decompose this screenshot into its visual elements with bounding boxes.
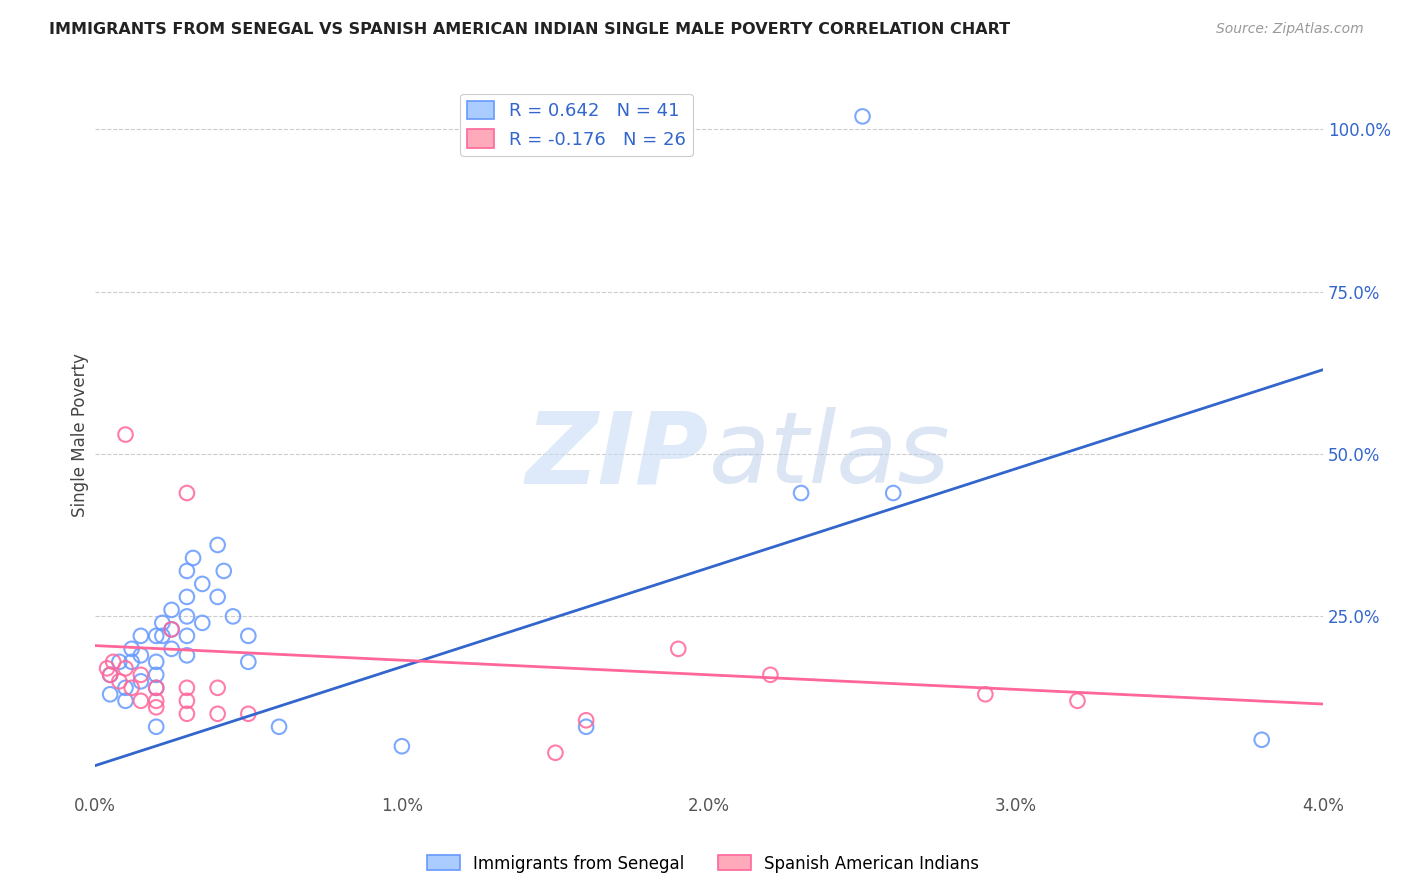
Point [150, 629, 173, 643]
Point [121, 681, 143, 695]
Point [212, 564, 235, 578]
Point [207, 538, 229, 552]
Point [544, 746, 567, 760]
Text: atlas: atlas [709, 408, 950, 505]
Point [145, 629, 167, 643]
Point [129, 674, 152, 689]
Point [238, 629, 260, 643]
Point [207, 590, 229, 604]
Point [121, 641, 143, 656]
Point [160, 603, 183, 617]
Legend: Immigrants from Senegal, Spanish American Indians: Immigrants from Senegal, Spanish America… [420, 848, 986, 880]
Point [176, 629, 198, 643]
Point [108, 674, 131, 689]
Point [191, 577, 214, 591]
Point [145, 681, 167, 695]
Point [129, 694, 152, 708]
Point [207, 681, 229, 695]
Point [759, 668, 782, 682]
Point [191, 615, 214, 630]
Point [114, 681, 136, 695]
Point [160, 623, 183, 637]
Point [666, 641, 689, 656]
Point [96, 661, 118, 675]
Point [575, 713, 598, 727]
Text: Source: ZipAtlas.com: Source: ZipAtlas.com [1216, 22, 1364, 37]
Point [238, 655, 260, 669]
Point [98, 668, 121, 682]
Point [267, 720, 290, 734]
Point [181, 550, 204, 565]
Legend: R = 0.642   N = 41, R = -0.176   N = 26: R = 0.642 N = 41, R = -0.176 N = 26 [460, 94, 693, 156]
Text: ZIP: ZIP [526, 408, 709, 505]
Point [176, 590, 198, 604]
Point [114, 694, 136, 708]
Point [176, 681, 198, 695]
Point [1066, 694, 1088, 708]
Point [98, 668, 121, 682]
Point [176, 694, 198, 708]
Text: IMMIGRANTS FROM SENEGAL VS SPANISH AMERICAN INDIAN SINGLE MALE POVERTY CORRELATI: IMMIGRANTS FROM SENEGAL VS SPANISH AMERI… [49, 22, 1011, 37]
Point [391, 739, 413, 754]
Point [145, 720, 167, 734]
Point [222, 609, 245, 624]
Point [114, 661, 136, 675]
Point [145, 681, 167, 695]
Point [98, 687, 121, 701]
Point [974, 687, 997, 701]
Point [121, 655, 143, 669]
Point [176, 564, 198, 578]
Point [882, 486, 904, 500]
Point [129, 668, 152, 682]
Point [176, 486, 198, 500]
Point [114, 427, 136, 442]
Point [145, 700, 167, 714]
Point [129, 648, 152, 663]
Point [176, 609, 198, 624]
Point [160, 623, 183, 637]
Point [176, 648, 198, 663]
Point [145, 694, 167, 708]
Point [145, 668, 167, 682]
Point [129, 629, 152, 643]
Point [1250, 732, 1272, 747]
Point [103, 655, 125, 669]
Point [176, 706, 198, 721]
Point [207, 706, 229, 721]
Point [160, 641, 183, 656]
Point [108, 655, 131, 669]
Point [851, 109, 873, 123]
Point [790, 486, 813, 500]
Point [238, 706, 260, 721]
Y-axis label: Single Male Poverty: Single Male Poverty [72, 352, 89, 516]
Point [150, 615, 173, 630]
Point [145, 655, 167, 669]
Point [575, 720, 598, 734]
